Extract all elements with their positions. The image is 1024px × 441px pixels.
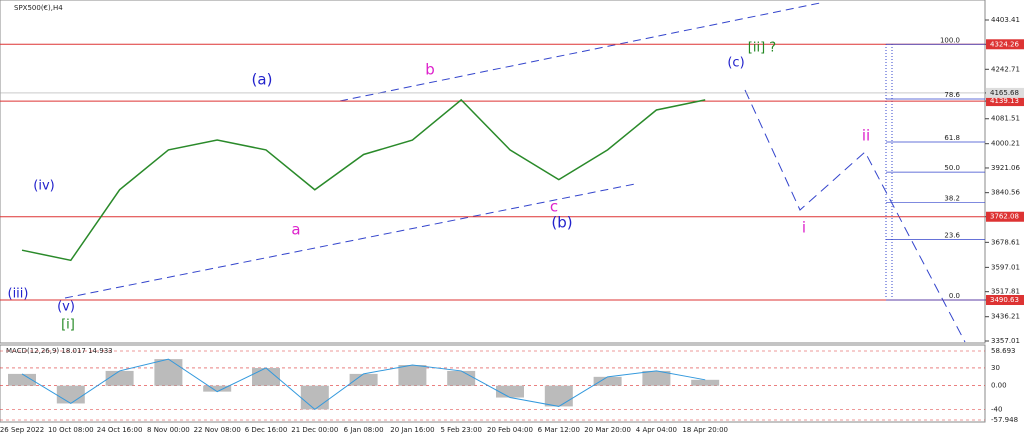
x-tick-label: 4 Apr 04:00 (636, 426, 677, 434)
wave-label: (v) (57, 300, 75, 315)
macd-bar (593, 376, 622, 386)
price-tag (986, 87, 1024, 98)
wave-label: (a) (252, 71, 273, 89)
y-tick-label: 3357.01 (991, 337, 1020, 345)
macd-tick-label: 30 (991, 364, 1000, 372)
x-tick-label: 6 Mar 12:00 (538, 426, 580, 434)
macd-bar (642, 370, 671, 386)
macd-bar (496, 385, 524, 398)
channel-upper (339, 2, 821, 102)
level-label: 4139.13 (990, 97, 1019, 105)
wave-label: a (291, 221, 300, 239)
macd-bar (56, 385, 85, 404)
fib-label: 0.0 (949, 292, 960, 300)
y-tick-label: 3597.01 (991, 263, 1020, 271)
wave-label: (iii) (8, 287, 29, 302)
macd-title: MACD(12,26,9) 18.017 14.933 (6, 347, 113, 355)
macd-bar (447, 370, 476, 386)
macd-panel (0, 344, 986, 423)
x-tick-label: 24 Oct 16:00 (97, 426, 143, 434)
wave-label: [i] (61, 318, 75, 333)
macd-line (21, 358, 706, 411)
wave-label: c (550, 198, 558, 216)
y-tick-label: 3840.56 (991, 189, 1020, 197)
macd-bar (398, 365, 427, 386)
macd-bar (203, 385, 232, 392)
main-panel (0, 0, 986, 344)
x-tick-label: 8 Nov 00:00 (147, 426, 190, 434)
current-price-label: 4165.68 (990, 89, 1019, 97)
y-tick-label: 3517.81 (991, 288, 1020, 296)
level-tag (986, 96, 1024, 107)
wave-label: b (425, 61, 435, 79)
macd-bar (544, 385, 573, 407)
y-tick-label: 4403.41 (991, 16, 1020, 24)
x-tick-label: 10 Oct 08:00 (48, 426, 94, 434)
x-tick-label: 20 Mar 20:00 (584, 426, 631, 434)
macd-tick-label: -40 (991, 405, 1002, 413)
y-tick-label: 4000.21 (991, 140, 1020, 148)
level-label: 3490.63 (990, 296, 1019, 304)
y-tick-label: 4081.51 (991, 115, 1020, 123)
level-tag (986, 39, 1024, 50)
x-tick-label: 18 Apr 20:00 (682, 426, 728, 434)
x-tick-label: 6 Jan 08:00 (344, 426, 384, 434)
fib-label: 61.8 (944, 134, 960, 142)
x-tick-label: 21 Dec 00:00 (291, 426, 338, 434)
level-tag (986, 211, 1024, 222)
y-tick-label: 4242.71 (991, 65, 1020, 73)
macd-bar (8, 373, 36, 386)
wave-label: (c) (727, 56, 744, 71)
wave-label: (b) (551, 214, 572, 232)
projection (744, 89, 966, 343)
x-tick-label: 26 Sep 2022 (0, 426, 44, 434)
fib-label: 50.0 (944, 164, 960, 172)
macd-bar (300, 385, 329, 410)
x-tick-label: 6 Dec 16:00 (245, 426, 288, 434)
x-tick-label: 20 Feb 04:00 (487, 426, 533, 434)
y-tick-label: 3921.06 (991, 164, 1020, 172)
fib-label: 78.6 (944, 91, 960, 99)
wave-label: ii (862, 127, 870, 145)
macd-tick-label: 0.00 (991, 382, 1007, 390)
macd-bar (105, 370, 134, 386)
fib-label: 38.2 (944, 194, 960, 202)
x-tick-label: 5 Feb 23:00 (440, 426, 481, 434)
macd-bar (154, 359, 183, 386)
y-tick-label: 3678.61 (991, 238, 1020, 246)
macd-tick-label: 58.693 (991, 347, 1016, 355)
chart-title: SPX500(€),H4 (14, 4, 63, 12)
wave-label: [ii] ? (748, 41, 776, 56)
level-label: 3762.08 (990, 213, 1019, 221)
wave-label: i (802, 219, 806, 237)
macd-tick-label: -57.948 (991, 416, 1018, 424)
x-tick-label: 22 Nov 08:00 (194, 426, 241, 434)
macd-bar (349, 373, 378, 386)
level-label: 4324.26 (990, 40, 1019, 48)
wave-label: (iv) (33, 179, 54, 194)
fib-label: 23.6 (944, 232, 960, 240)
price-line (21, 98, 706, 262)
macd-bar (691, 379, 720, 386)
macd-bar (252, 367, 280, 386)
channel-lower (64, 183, 636, 299)
x-tick-label: 20 Jan 16:00 (390, 426, 434, 434)
y-tick-label: 3436.21 (991, 313, 1020, 321)
fib-label: 100.0 (940, 36, 960, 44)
level-tag (986, 295, 1024, 306)
